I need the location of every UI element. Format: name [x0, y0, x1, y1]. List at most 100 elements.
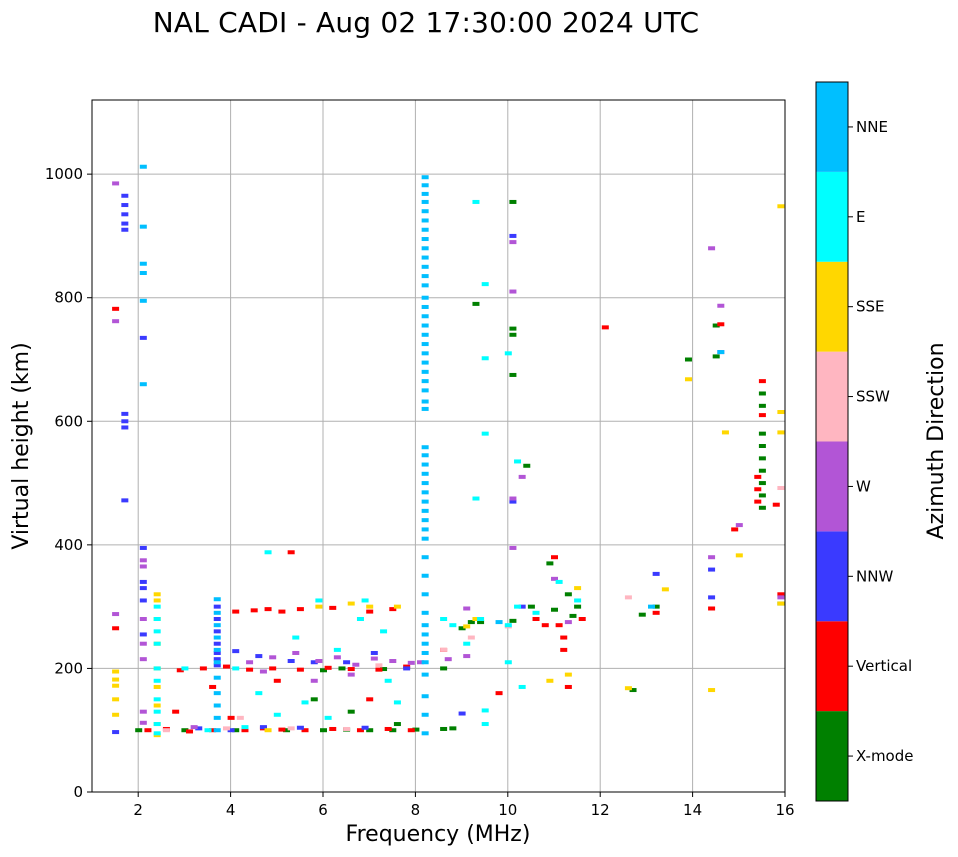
echo-point-w	[139, 558, 147, 563]
chart-title: NAL CADI - Aug 02 17:30:00 2024 UTC	[152, 6, 700, 39]
echo-point-w	[370, 656, 378, 661]
echo-point-w	[463, 606, 471, 611]
echo-point-e	[481, 431, 489, 436]
echo-point-nne	[421, 360, 429, 365]
echo-point-nnw	[458, 711, 466, 716]
echo-point-nne	[421, 453, 429, 458]
echo-point-x-mode	[758, 505, 766, 510]
echo-point-w	[139, 709, 147, 714]
echo-point-vertical	[186, 729, 194, 734]
echo-point-x-mode	[527, 604, 535, 609]
echo-point-vertical	[329, 726, 337, 731]
echo-point-nne	[421, 555, 429, 560]
echo-point-x-mode	[551, 607, 558, 612]
echo-point-vertical	[366, 609, 374, 614]
echo-point-e	[333, 647, 341, 652]
colorbar-swatch-w	[816, 441, 848, 532]
echo-point-vertical	[708, 606, 716, 611]
echo-point-vertical	[296, 607, 304, 612]
echo-point-vertical	[366, 697, 374, 702]
echo-point-x-mode	[181, 728, 189, 733]
data-points	[112, 164, 785, 738]
echo-point-e	[315, 598, 323, 603]
echo-point-w	[246, 660, 254, 665]
echo-point-sse	[112, 712, 120, 717]
echo-point-sse	[315, 604, 323, 609]
x-tick-label: 8	[411, 801, 421, 819]
echo-point-e	[292, 635, 300, 640]
echo-point-x-mode	[712, 354, 720, 359]
echo-point-e	[241, 725, 249, 730]
echo-point-vertical	[227, 715, 235, 720]
colorbar-swatch-e	[816, 171, 848, 262]
echo-point-x-mode	[509, 199, 517, 204]
echo-point-w	[112, 181, 120, 186]
echo-point-vertical	[264, 607, 272, 612]
echo-point-x-mode	[509, 372, 517, 377]
echo-point-x-mode	[638, 612, 646, 617]
echo-point-w	[310, 678, 318, 683]
echo-point-e	[574, 598, 582, 603]
echo-point-nne	[421, 255, 429, 260]
y-tick-label: 1000	[45, 165, 83, 183]
echo-point-nnw	[232, 649, 240, 654]
echo-point-vertical	[407, 728, 415, 733]
echo-point-e	[380, 629, 388, 634]
echo-point-vertical	[551, 555, 558, 560]
echo-point-sse	[708, 688, 716, 693]
echo-point-nnw	[121, 203, 129, 208]
echo-point-nne	[213, 715, 221, 720]
echo-point-w	[444, 657, 452, 662]
echo-point-x-mode	[389, 728, 397, 733]
echo-point-e	[481, 282, 489, 287]
echo-point-x-mode	[135, 728, 143, 733]
echo-point-vertical	[347, 667, 355, 672]
echo-point-x-mode	[380, 667, 388, 672]
y-axis-label: Virtual height (km)	[9, 342, 34, 549]
echo-point-nne	[421, 499, 429, 504]
echo-point-ssw	[467, 635, 475, 640]
echo-point-nnw	[343, 660, 351, 665]
echo-point-nne	[421, 694, 429, 699]
echo-point-nne	[421, 481, 429, 486]
echo-point-ssw	[287, 726, 295, 731]
echo-point-nne	[213, 623, 221, 628]
echo-point-x-mode	[758, 431, 766, 436]
echo-point-vertical	[754, 474, 762, 479]
echo-point-nne	[213, 647, 221, 652]
echo-point-nnw	[518, 604, 526, 609]
echo-point-x-mode	[338, 666, 346, 671]
echo-point-sse	[393, 604, 401, 609]
echo-point-vertical	[209, 728, 217, 733]
echo-point-nne	[213, 691, 221, 696]
echo-point-nne	[421, 610, 429, 615]
echo-point-vertical	[375, 667, 383, 672]
echo-point-nne	[421, 246, 429, 251]
echo-point-x-mode	[440, 726, 448, 731]
echo-point-sse	[777, 410, 785, 415]
echo-point-nnw	[121, 193, 129, 198]
echo-point-e	[153, 678, 161, 683]
echo-point-e	[153, 697, 161, 702]
echo-point-nne	[421, 199, 429, 204]
echo-point-sse	[661, 587, 669, 592]
echo-point-e	[324, 715, 332, 720]
echo-point-e	[153, 722, 161, 727]
x-tick-label: 2	[133, 801, 143, 819]
echo-point-e	[472, 496, 480, 501]
echo-point-e	[514, 459, 522, 464]
echo-point-nne	[421, 399, 429, 404]
echo-point-w	[315, 659, 323, 664]
echo-point-sse	[112, 683, 120, 688]
echo-point-w	[112, 612, 120, 617]
echo-point-vertical	[199, 666, 207, 671]
echo-point-w	[347, 672, 355, 677]
echo-point-x-mode	[564, 592, 572, 597]
echo-point-e	[504, 660, 512, 665]
echo-point-nnw	[310, 660, 318, 665]
echo-point-e	[472, 199, 480, 204]
echo-point-vertical	[172, 709, 180, 714]
echo-point-nne	[421, 332, 429, 337]
echo-point-nne	[495, 620, 503, 625]
echo-point-nnw	[370, 650, 378, 655]
